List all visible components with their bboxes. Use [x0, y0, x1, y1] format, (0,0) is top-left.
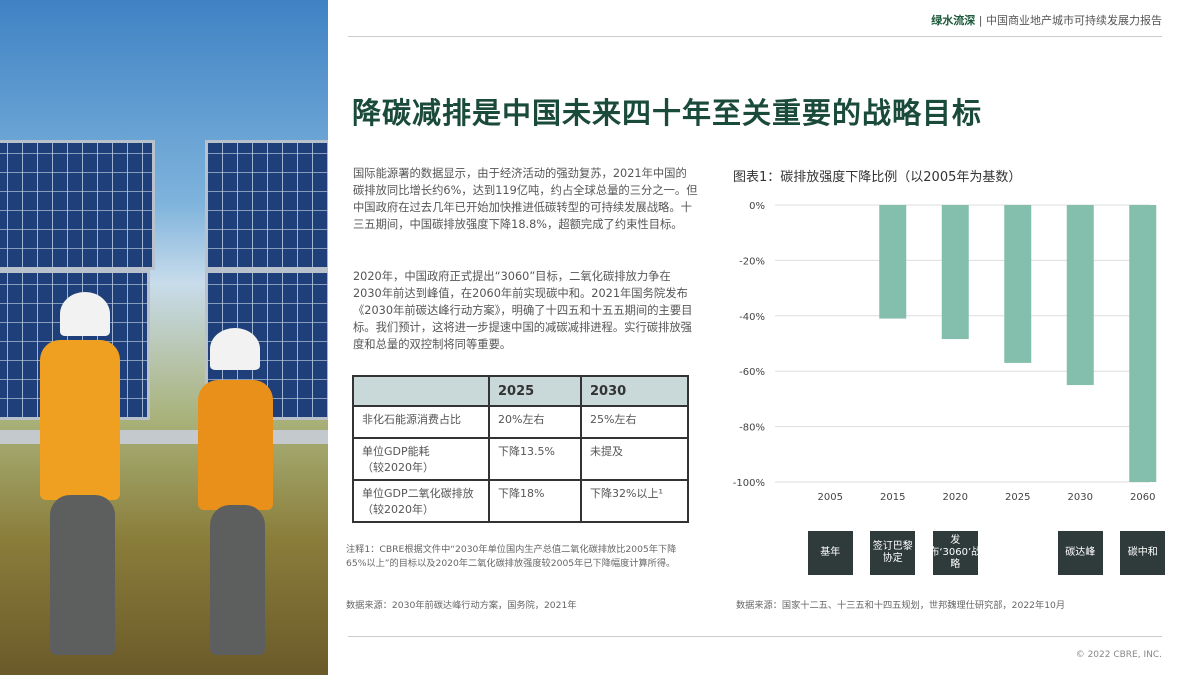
y-tick-label: -60%	[739, 367, 765, 378]
bar-2025	[1004, 205, 1032, 363]
x-tick-label: 2020	[943, 492, 968, 503]
report-header: 绿水流深 | 中国商业地产城市可持续发展力报告	[931, 14, 1162, 27]
x-tick-label: 2030	[1068, 492, 1093, 503]
divider	[348, 36, 1162, 37]
x-tick-label: 2005	[818, 492, 843, 503]
cell: 下降32%以上¹	[580, 479, 689, 523]
table-header-row: 2025 2030	[352, 375, 689, 407]
paragraph: 国际能源署的数据显示，由于经济活动的强劲复苏，2021年中国的碳排放同比增长约6…	[353, 167, 698, 231]
source-left: 数据来源：2030年前碳达峰行动方案，国务院，2021年	[346, 600, 577, 611]
bar-2020	[941, 205, 969, 340]
x-tick-label: 2025	[1005, 492, 1030, 503]
report-subtitle: 中国商业地产城市可持续发展力报告	[986, 14, 1162, 27]
divider	[348, 636, 1162, 637]
cell: 下降13.5%	[488, 437, 582, 481]
x-tick-label: 2015	[880, 492, 905, 503]
cell: 非化石能源消费占比	[352, 405, 490, 439]
table-row: 非化石能源消费占比 20%左右 25%左右	[352, 405, 689, 439]
cell: 单位GDP能耗 （较2020年）	[352, 437, 490, 481]
page-title: 降碳减排是中国未来四十年至关重要的战略目标	[352, 96, 983, 130]
milestone-label: 签订巴黎协定	[870, 531, 916, 575]
targets-table: 2025 2030 非化石能源消费占比 20%左右 25%左右 单位GDP能耗 （较2…	[352, 375, 689, 523]
milestone-label: 发布‘3060’战略	[929, 531, 981, 575]
cell: 单位GDP二氧化碳排放 （较2020年）	[352, 479, 490, 523]
bar-chart: 0% -20% -40% -60% -80% -100% 2005 2015 2020 2025 2…	[733, 201, 1157, 503]
cell: 下降18%	[488, 479, 582, 523]
table-row: 单位GDP能耗 （较2020年） 下降13.5% 未提及	[352, 437, 689, 481]
x-tick-label: 2060	[1130, 492, 1155, 503]
cell: 未提及	[580, 437, 689, 481]
paragraph: 2020年，中国政府正式提出“3060”目标，二氧化碳排放力争在2030年前达到…	[353, 270, 693, 351]
y-tick-label: 0%	[749, 201, 765, 212]
brand: 绿水流深	[931, 14, 976, 27]
y-tick-label: -80%	[739, 423, 765, 434]
milestone-label: 碳中和	[1120, 531, 1166, 575]
bar-2015	[879, 205, 907, 319]
table-row: 单位GDP二氧化碳排放 （较2020年） 下降18% 下降32%以上¹	[352, 479, 689, 523]
y-tick-label: -40%	[739, 312, 765, 323]
bar-2030	[1066, 205, 1094, 386]
header-cell: 2030	[580, 375, 689, 407]
footnote: 注释1：CBRE根据文件中“2030年单位国内生产总值二氧化碳排放比2005年下…	[346, 544, 677, 569]
copyright: © 2022 CBRE, INC.	[1075, 650, 1162, 660]
milestone-label: 基年	[807, 531, 853, 575]
chart-title: 图表1：碳排放强度下降比例（以2005年为基数）	[733, 170, 1022, 185]
cell: 20%左右	[488, 405, 582, 439]
bar-2060	[1129, 205, 1157, 482]
y-tick-label: -100%	[733, 478, 765, 489]
header-cell	[352, 375, 490, 407]
source-right: 数据来源：国家十二五、十三五和十四五规划，世邦魏理仕研究部，2022年10月	[736, 600, 1066, 611]
milestone-label: 碳达峰	[1057, 531, 1103, 575]
cell: 25%左右	[580, 405, 689, 439]
y-tick-label: -20%	[739, 256, 765, 267]
header-cell: 2025	[488, 375, 582, 407]
solar-panel-photo	[0, 0, 328, 675]
